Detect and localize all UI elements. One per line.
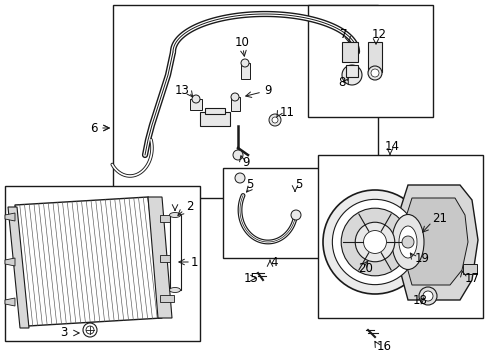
Text: 17: 17 xyxy=(465,271,480,284)
Bar xyxy=(160,295,174,302)
Ellipse shape xyxy=(170,288,180,292)
Bar xyxy=(308,5,433,117)
Circle shape xyxy=(291,210,301,220)
Circle shape xyxy=(355,222,395,262)
Circle shape xyxy=(332,199,417,285)
Bar xyxy=(170,215,181,290)
Text: 18: 18 xyxy=(413,293,428,306)
Circle shape xyxy=(83,323,97,337)
Circle shape xyxy=(241,59,249,67)
Bar xyxy=(346,65,358,77)
Text: 7: 7 xyxy=(340,28,347,41)
Text: 10: 10 xyxy=(235,36,250,49)
Bar xyxy=(223,168,343,258)
Polygon shape xyxy=(405,198,468,285)
Text: 14: 14 xyxy=(385,140,400,153)
Polygon shape xyxy=(148,197,172,318)
Text: 3: 3 xyxy=(60,327,68,339)
Circle shape xyxy=(269,114,281,126)
Circle shape xyxy=(368,66,382,80)
Text: 13: 13 xyxy=(175,84,190,96)
Bar xyxy=(200,112,230,126)
Bar xyxy=(463,264,477,274)
Bar xyxy=(160,255,174,262)
Text: 9: 9 xyxy=(242,156,249,168)
Bar xyxy=(368,42,382,72)
Circle shape xyxy=(235,173,245,183)
Circle shape xyxy=(419,287,437,305)
Text: 16: 16 xyxy=(377,341,392,354)
Bar xyxy=(231,97,240,111)
Text: 4: 4 xyxy=(270,256,277,270)
Circle shape xyxy=(364,230,387,253)
Text: 21: 21 xyxy=(432,211,447,225)
Polygon shape xyxy=(5,298,15,306)
Circle shape xyxy=(342,65,362,85)
Text: 6: 6 xyxy=(90,122,98,135)
Text: 2: 2 xyxy=(186,201,194,213)
Ellipse shape xyxy=(170,212,180,217)
Circle shape xyxy=(231,93,239,101)
Polygon shape xyxy=(8,207,29,328)
Circle shape xyxy=(233,150,243,160)
Bar xyxy=(241,63,250,79)
Text: 12: 12 xyxy=(372,28,387,41)
Bar xyxy=(190,99,202,110)
Bar xyxy=(5,186,200,341)
Circle shape xyxy=(341,208,409,276)
Bar xyxy=(205,108,225,114)
Circle shape xyxy=(323,190,427,294)
Text: 5: 5 xyxy=(295,179,302,192)
Polygon shape xyxy=(400,185,478,300)
Text: 19: 19 xyxy=(415,252,430,265)
Polygon shape xyxy=(5,258,15,266)
Bar xyxy=(160,215,174,222)
Text: 15: 15 xyxy=(244,271,259,284)
Text: 20: 20 xyxy=(358,261,373,274)
Text: 5: 5 xyxy=(246,179,253,192)
Text: 1: 1 xyxy=(191,256,198,269)
Bar xyxy=(342,42,358,62)
Circle shape xyxy=(86,326,94,334)
Ellipse shape xyxy=(399,226,417,258)
Circle shape xyxy=(192,95,200,103)
Text: 11: 11 xyxy=(280,107,295,120)
Circle shape xyxy=(371,69,379,77)
Polygon shape xyxy=(15,197,162,326)
Bar xyxy=(318,155,483,318)
Text: 8: 8 xyxy=(338,77,345,90)
Text: 9: 9 xyxy=(264,84,271,96)
Polygon shape xyxy=(5,213,15,221)
Bar xyxy=(113,5,378,198)
Circle shape xyxy=(272,117,278,123)
Circle shape xyxy=(423,291,433,301)
Ellipse shape xyxy=(392,215,424,270)
Circle shape xyxy=(402,236,414,248)
